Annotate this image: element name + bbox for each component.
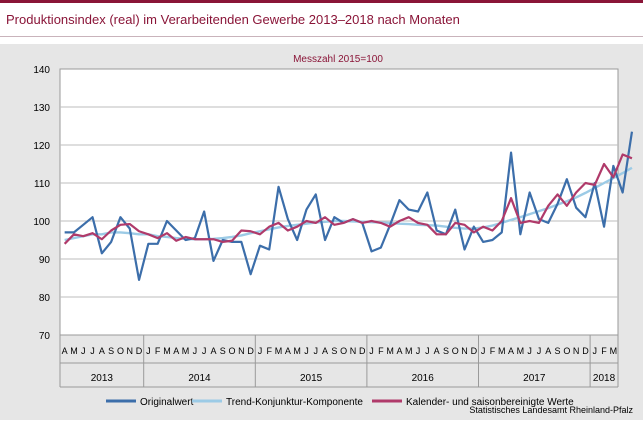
x-month-label: M xyxy=(610,346,618,356)
x-month-label: D xyxy=(247,346,254,356)
chart-frame: Messzahl 2015=100 70 80 90 100 110 120 130 140 … xyxy=(0,44,643,420)
title-divider xyxy=(0,36,643,37)
x-month-label: F xyxy=(378,346,384,356)
x-month-label: A xyxy=(285,346,291,356)
x-month-label: M xyxy=(293,346,301,356)
chart-subtitle: Messzahl 2015=100 xyxy=(293,54,383,65)
x-month-label: N xyxy=(238,346,245,356)
x-month-label: O xyxy=(229,346,236,356)
y-tick-label-140: 140 xyxy=(33,65,50,76)
x-month-label: A xyxy=(62,346,68,356)
plot-area xyxy=(59,68,619,336)
legend-label-seasonal: Kalender- und saisonbereinigte Werte xyxy=(406,397,574,408)
x-month-label: N xyxy=(573,346,580,356)
y-tick-label-100: 100 xyxy=(33,217,50,228)
x-month-label: D xyxy=(471,346,478,356)
x-month-label: S xyxy=(555,346,561,356)
x-month-label: A xyxy=(322,346,328,356)
series-line-seasonal xyxy=(63,153,633,245)
x-month-label: J xyxy=(258,346,263,356)
x-month-label: J xyxy=(593,346,598,356)
x-month-label: M xyxy=(405,346,413,356)
source-note: Statistisches Landesamt Rheinland-Pfalz xyxy=(469,405,633,415)
x-month-label: N xyxy=(127,346,134,356)
x-month-label: N xyxy=(461,346,468,356)
x-month-label: A xyxy=(173,346,179,356)
x-month-label: O xyxy=(563,346,570,356)
x-month-label: F xyxy=(490,346,496,356)
y-tick-label-130: 130 xyxy=(33,103,50,114)
legend-label-original: Originalwert xyxy=(140,397,194,408)
x-month-label: S xyxy=(220,346,226,356)
x-month-label: J xyxy=(202,346,207,356)
x-year-label-2017: 2017 xyxy=(523,373,546,384)
x-month-label: S xyxy=(108,346,114,356)
x-month-label: D xyxy=(136,346,143,356)
x-month-label: J xyxy=(81,346,86,356)
y-axis-ticks: 70 80 90 100 110 120 130 140 xyxy=(33,65,50,342)
top-accent-rule xyxy=(0,0,643,3)
page-title: Produktionsindex (real) im Verarbeitende… xyxy=(6,12,460,27)
x-month-label: D xyxy=(582,346,589,356)
x-month-label: M xyxy=(386,346,394,356)
x-month-label: J xyxy=(481,346,486,356)
x-month-label: M xyxy=(517,346,525,356)
x-month-label: M xyxy=(163,346,171,356)
x-month-label: A xyxy=(396,346,402,356)
x-month-label: A xyxy=(508,346,514,356)
x-month-label: J xyxy=(314,346,319,356)
y-tick-label-70: 70 xyxy=(39,331,51,342)
y-tick-label-90: 90 xyxy=(39,255,51,266)
series-layer xyxy=(63,131,634,281)
x-month-label: O xyxy=(340,346,347,356)
x-month-label: J xyxy=(304,346,309,356)
x-year-label-2018: 2018 xyxy=(593,373,616,384)
legend-label-trend: Trend-Konjunktur-Komponente xyxy=(226,397,363,408)
x-month-label: J xyxy=(416,346,421,356)
x-month-label: F xyxy=(155,346,161,356)
x-year-label-2016: 2016 xyxy=(412,373,435,384)
x-month-label: D xyxy=(359,346,366,356)
x-month-label: O xyxy=(117,346,124,356)
x-month-label: J xyxy=(527,346,532,356)
x-month-label: A xyxy=(434,346,440,356)
x-month-label: N xyxy=(350,346,357,356)
x-year-label-2013: 2013 xyxy=(91,373,114,384)
x-month-label: S xyxy=(443,346,449,356)
x-month-label: F xyxy=(267,346,273,356)
x-month-label: M xyxy=(70,346,78,356)
x-year-label-2015: 2015 xyxy=(300,373,323,384)
y-tick-label-80: 80 xyxy=(39,293,51,304)
x-month-label: S xyxy=(331,346,337,356)
x-month-label: J xyxy=(90,346,95,356)
x-month-label: J xyxy=(146,346,151,356)
x-month-label: A xyxy=(545,346,551,356)
x-year-label-2014: 2014 xyxy=(188,373,211,384)
x-month-label: A xyxy=(210,346,216,356)
x-month-label: A xyxy=(99,346,105,356)
x-month-label: J xyxy=(537,346,542,356)
y-tick-label-110: 110 xyxy=(34,179,50,190)
legend: Originalwert Trend-Konjunktur-Komponente K… xyxy=(106,397,574,408)
y-tick-label-120: 120 xyxy=(33,141,50,152)
line-chart: Messzahl 2015=100 708090100110120130140 … xyxy=(33,54,634,408)
x-month-label: J xyxy=(369,346,374,356)
x-month-label: M xyxy=(275,346,283,356)
x-month-label: J xyxy=(193,346,198,356)
x-month-label: O xyxy=(452,346,459,356)
x-month-label: F xyxy=(601,346,607,356)
x-month-label: J xyxy=(425,346,430,356)
x-month-label: M xyxy=(498,346,506,356)
x-month-label: M xyxy=(182,346,190,356)
